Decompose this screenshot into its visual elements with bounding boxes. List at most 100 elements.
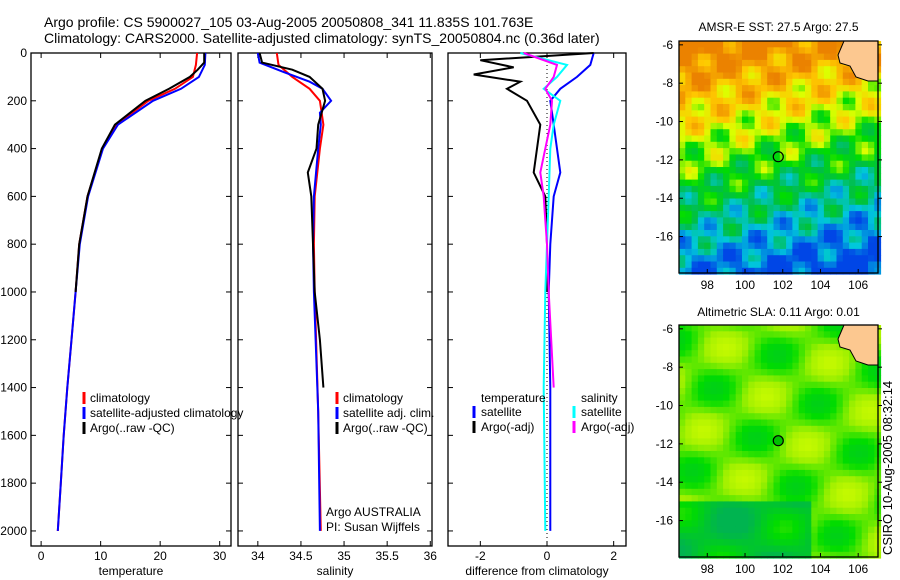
map-cell [811,110,819,118]
map-cell [710,457,718,465]
map-cell [697,236,705,244]
map-cell [805,255,812,262]
map-cell [855,507,863,515]
map-cell [798,261,806,269]
map-cell [855,413,863,420]
map-cell [679,211,686,218]
legend-label: Argo(..raw -QC) [343,421,428,435]
map-cell [679,85,686,92]
map-cell [697,129,705,136]
map-cell [742,476,749,483]
map-cell [679,488,686,496]
map-cell [679,369,686,376]
map-cell [811,66,819,73]
map-cell [716,343,724,351]
map-cell [723,375,730,383]
map-cell [767,223,774,231]
map-cell [742,148,749,155]
map-cell [836,482,844,490]
map-cell [830,167,837,174]
map-cell [723,545,730,553]
map-cell [710,185,718,193]
map-cell [691,526,699,534]
map-cell [697,375,705,383]
map-cell [798,350,806,357]
map-cell [723,72,730,80]
map-cell [691,369,699,376]
map-cell [710,242,718,250]
map-cell [697,167,705,174]
map-cell [855,495,863,502]
map-cell [704,41,711,48]
map-cell [754,104,762,111]
map-cell [760,514,768,521]
map-cell [697,47,705,55]
map-cell [729,135,737,143]
map-cell [760,41,768,48]
map-cell [679,457,686,465]
map-cell [786,381,793,389]
map-cell [805,236,812,244]
map-cell [735,451,743,458]
map-cell [716,160,724,168]
y-tick-label: 1400 [0,381,27,395]
map-cell [817,476,825,483]
map-cell [760,406,768,414]
map-cell [855,129,863,136]
map-cell [849,532,856,540]
map-cell [704,198,711,206]
map-cell [710,116,718,124]
map-cell [742,444,749,452]
map-cell [836,488,844,496]
map-cell [748,369,756,376]
map-cell [842,116,850,124]
map-cell [811,532,819,540]
map-cell [823,495,831,502]
map-cell [798,41,806,48]
map-cell [742,362,749,370]
map-cell [805,160,812,168]
map-cell [729,85,737,92]
map-cell [779,230,787,237]
map-cell [779,110,787,118]
map-cell [779,129,787,136]
map-cell [779,451,787,458]
map-cell [691,85,699,92]
map-cell [767,413,774,420]
map-cell [849,495,856,502]
owner-annotation: PI: Susan Wijffels [326,520,420,534]
land-java [837,40,879,82]
map-cell [716,185,724,193]
map-cell [716,236,724,244]
map-cell [710,413,718,420]
map-cell [704,148,711,155]
map-cell [723,451,730,458]
map-cell [849,362,856,370]
map-cell [767,129,774,136]
map-cell [723,432,730,439]
map-cell [855,91,863,99]
lat-tick-label: -6 [662,38,673,52]
map-cell [710,419,718,427]
y-tick-label: 1200 [0,333,27,347]
map-cell [729,179,737,187]
map-cell [742,425,749,433]
map-cell [723,78,730,86]
map-cell [811,425,819,433]
map-cell [710,267,718,275]
map-cell [716,59,724,67]
map-cell [842,148,850,155]
map-cell [716,211,724,218]
y-tick-label: 400 [7,142,27,156]
map-cell [855,488,863,496]
map-cell [868,135,875,143]
map-cell [855,85,863,92]
map-cell [805,135,812,143]
map-cell [767,85,774,92]
map-cell [679,230,686,237]
map-cell [868,432,875,439]
map-cell [842,255,850,262]
map-cell [823,488,831,496]
map-cell [861,514,869,521]
y-tick-label: 1600 [0,428,27,442]
